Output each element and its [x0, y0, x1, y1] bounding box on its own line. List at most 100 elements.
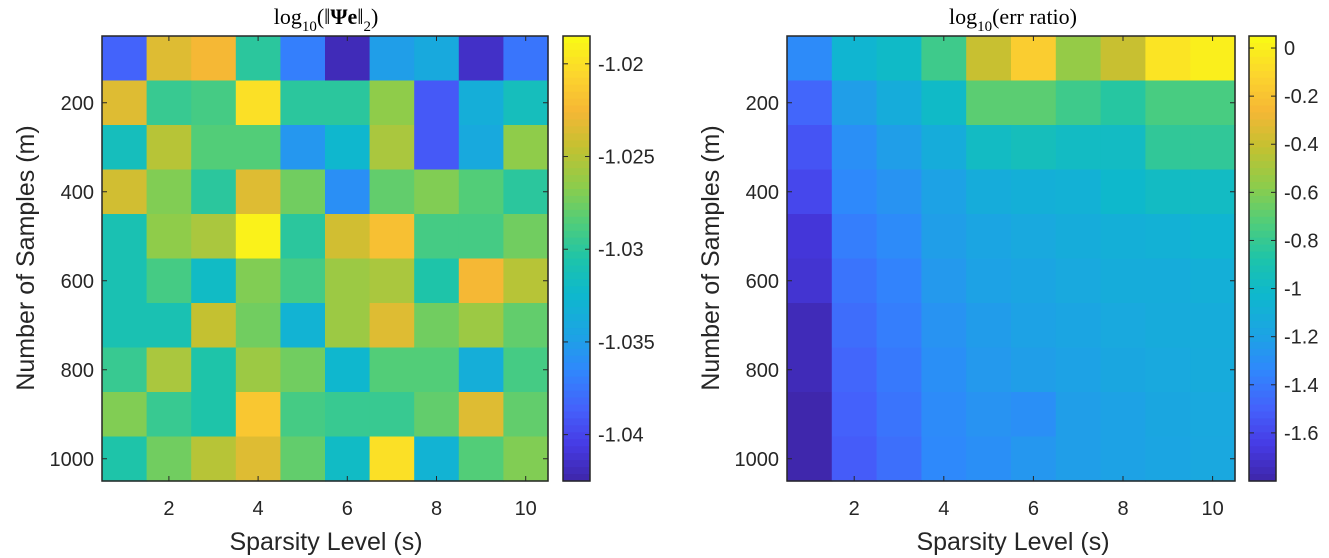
heatmap-cell: [1055, 347, 1102, 393]
colorbar-segment: [563, 328, 590, 336]
colorbar-segment: [563, 147, 590, 155]
colorbar-segment: [563, 314, 590, 322]
heatmap-cell: [280, 169, 326, 215]
heatmap-cell: [1011, 214, 1057, 260]
colorbar-segment: [1249, 404, 1276, 413]
heatmap-cell: [458, 36, 504, 82]
colorbar-segment: [1249, 446, 1276, 454]
colorbar-segment: [563, 376, 590, 385]
colorbar-segment: [563, 244, 590, 253]
colorbar-segment: [563, 334, 590, 343]
heatmap-cell: [414, 125, 460, 171]
heatmap-cell: [921, 258, 967, 304]
heatmap-cell: [414, 36, 460, 82]
heatmap-cell: [831, 258, 878, 304]
right-y-ticks: 200 400 600 800 1000: [735, 93, 1235, 471]
heatmap-cell: [876, 80, 922, 126]
heatmap-cell: [921, 125, 967, 171]
heatmap-cell: [369, 303, 415, 349]
heatmap-cell: [503, 303, 549, 349]
heatmap-cell: [1190, 347, 1236, 393]
heatmap-cell: [102, 36, 148, 82]
right-colorbar: 0 -0.2 -0.4 -0.6 -0.8 -1 -1.2 -1.4 -1.6: [1248, 35, 1318, 482]
heatmap-cell: [146, 347, 192, 393]
heatmap-cell: [280, 214, 326, 260]
heatmap-cell: [1190, 36, 1236, 82]
heatmap-cell: [1145, 392, 1191, 438]
x-tick-label: 2: [163, 498, 174, 520]
heatmap-cell: [414, 214, 460, 260]
heatmap-cell: [503, 125, 549, 171]
colorbar-segment: [1249, 300, 1276, 308]
heatmap-cell: [369, 214, 415, 260]
y-tick-label: 400: [746, 182, 779, 204]
left-heatmap-cells: [102, 36, 549, 482]
heatmap-cell: [1055, 80, 1102, 126]
colorbar-tick-label: -1.4: [1284, 375, 1318, 397]
heatmap-cell: [1011, 169, 1057, 215]
heatmap-cell: [414, 436, 460, 482]
colorbar-segment: [1249, 195, 1276, 204]
colorbar-segment: [1249, 133, 1276, 141]
colorbar-segment: [563, 355, 590, 364]
colorbar-tick-label: -1.035: [598, 332, 655, 354]
heatmap-cell: [191, 169, 237, 215]
heatmap-cell: [966, 125, 1012, 171]
colorbar-frame: [1248, 35, 1277, 482]
heatmap-cell: [191, 36, 237, 82]
colorbar-segment: [1249, 209, 1276, 218]
heatmap-cell: [325, 125, 371, 171]
heatmap-cell: [1011, 36, 1057, 82]
colorbar-segment: [1249, 119, 1276, 127]
heatmap-cell: [1145, 214, 1191, 260]
colorbar-segment: [563, 474, 590, 482]
heatmap-cell: [1011, 436, 1057, 482]
colorbar-segment: [563, 265, 590, 273]
heatmap-cell: [102, 80, 148, 126]
heatmap-cell: [458, 303, 504, 349]
heatmap-cell: [831, 392, 878, 438]
colorbar-segment: [1249, 411, 1276, 420]
y-tick-label: 1000: [735, 449, 780, 471]
colorbar-segment: [1249, 432, 1276, 440]
heatmap-cell: [191, 347, 237, 393]
y-tick-label: 200: [61, 93, 94, 115]
heatmap-cell: [1055, 392, 1102, 438]
heatmap-cell: [146, 214, 192, 260]
heatmap-cell: [1100, 125, 1146, 171]
heatmap-cell: [369, 436, 415, 482]
heatmap-cell: [831, 303, 878, 349]
colorbar-segment: [563, 272, 590, 280]
heatmap-cell: [787, 392, 833, 438]
heatmap-cell: [876, 392, 922, 438]
heatmap-cell: [102, 347, 148, 393]
heatmap-cell: [1055, 169, 1102, 215]
heatmap-cell: [280, 392, 326, 438]
colorbar-segment: [1249, 279, 1276, 287]
heatmap-cell: [1011, 392, 1057, 438]
heatmap-cell: [1055, 125, 1102, 171]
colorbar-segment: [563, 216, 590, 225]
heatmap-cell: [787, 36, 833, 82]
heatmap-cell: [369, 80, 415, 126]
heatmap-cell: [146, 258, 192, 304]
heatmap-cell: [1011, 258, 1057, 304]
heatmap-cell: [966, 347, 1012, 393]
heatmap-cell: [191, 80, 237, 126]
heatmap-cell: [831, 169, 878, 215]
colorbar-segment: [563, 300, 590, 308]
colorbar-segment: [563, 182, 590, 190]
heatmap-cell: [102, 169, 148, 215]
colorbar-segment: [1249, 348, 1276, 357]
colorbar-segment: [1249, 307, 1276, 315]
colorbar-segment: [563, 307, 590, 315]
heatmap-cell: [876, 214, 922, 260]
colorbar-segment: [563, 195, 590, 204]
heatmap-cell: [787, 347, 833, 393]
x-tick-label: 2: [849, 498, 860, 520]
heatmap-cell: [146, 303, 192, 349]
colorbar-segment: [1249, 223, 1276, 232]
colorbar-segment: [1249, 258, 1276, 267]
colorbar-tick-label: -1.02: [598, 54, 644, 76]
colorbar-segment: [1249, 467, 1276, 475]
